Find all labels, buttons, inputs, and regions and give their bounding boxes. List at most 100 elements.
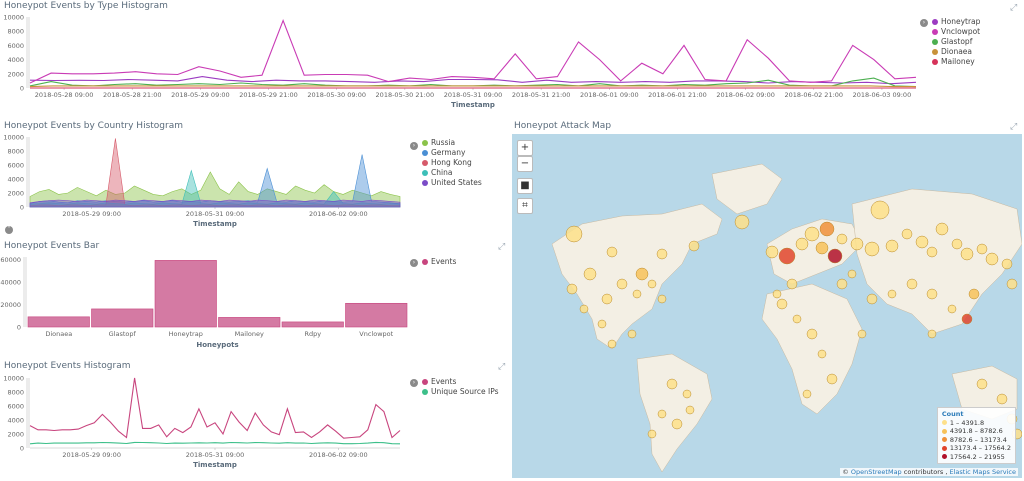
attack-bubble[interactable]	[906, 278, 918, 290]
attack-bubble[interactable]	[947, 304, 957, 314]
osm-link[interactable]: OpenStreetMap	[850, 468, 902, 476]
legend-item[interactable]: Germany	[422, 148, 482, 158]
attack-bubble[interactable]	[806, 328, 818, 340]
attack-bubble[interactable]	[901, 228, 913, 240]
attack-bubble[interactable]	[819, 221, 835, 237]
attack-bubble[interactable]	[887, 289, 897, 299]
attack-bubble[interactable]	[826, 373, 838, 385]
attack-bubble[interactable]	[804, 226, 820, 242]
legend-item[interactable]: Hong Kong	[422, 158, 482, 168]
bar[interactable]	[27, 316, 90, 328]
attack-bubble[interactable]	[817, 349, 827, 359]
attack-bubble[interactable]	[935, 222, 949, 236]
attack-bubble[interactable]	[850, 237, 864, 251]
draw-rectangle-button[interactable]: ■	[517, 178, 533, 194]
attack-bubble[interactable]	[772, 289, 782, 299]
attack-bubble[interactable]	[926, 246, 938, 258]
attack-bubble[interactable]	[836, 278, 848, 290]
attack-bubble[interactable]	[666, 378, 678, 390]
attack-bubble[interactable]	[802, 389, 812, 399]
expand-icon[interactable]: ⤢	[1010, 122, 1018, 132]
attack-bubble[interactable]	[792, 314, 802, 324]
attack-bubble[interactable]	[566, 283, 578, 295]
legend-item[interactable]: Unique Source IPs	[422, 387, 499, 397]
bar[interactable]	[91, 308, 154, 328]
expand-icon[interactable]: ⤢	[498, 242, 506, 252]
legend-item[interactable]: Mailoney	[932, 57, 980, 67]
attack-bubble[interactable]	[597, 319, 607, 329]
attack-bubble[interactable]	[1001, 258, 1013, 270]
legend-toggle-icon[interactable]: ›	[410, 379, 418, 387]
attack-bubble[interactable]	[688, 240, 700, 252]
zoom-out-button[interactable]: −	[517, 156, 533, 172]
attack-bubble[interactable]	[951, 238, 963, 250]
bar[interactable]	[281, 321, 344, 328]
attack-bubble[interactable]	[647, 429, 657, 439]
attack-bubble[interactable]	[583, 267, 597, 281]
attack-bubble[interactable]	[579, 304, 589, 314]
attack-bubble[interactable]	[607, 339, 617, 349]
attack-bubble[interactable]	[601, 293, 613, 305]
attack-bubble[interactable]	[827, 248, 843, 264]
attack-bubble[interactable]	[606, 246, 618, 258]
attack-bubble[interactable]	[996, 393, 1008, 405]
attack-bubble[interactable]	[927, 329, 937, 339]
legend-toggle-icon[interactable]: ›	[410, 142, 418, 150]
attack-bubble[interactable]	[857, 329, 867, 339]
attack-bubble[interactable]	[627, 329, 637, 339]
legend-item[interactable]: Glastopf	[932, 37, 980, 47]
legend-item[interactable]: Events	[422, 377, 499, 387]
zoom-in-button[interactable]: +	[517, 140, 533, 156]
attack-bubble[interactable]	[671, 418, 683, 430]
attack-bubble[interactable]	[985, 252, 999, 266]
legend-item[interactable]: China	[422, 168, 482, 178]
legend-item[interactable]: Vnclowpot	[932, 27, 980, 37]
attack-bubble[interactable]	[1006, 278, 1018, 290]
attack-bubble[interactable]	[647, 279, 657, 289]
attack-bubble[interactable]	[616, 278, 628, 290]
attack-bubble[interactable]	[682, 389, 692, 399]
attack-bubble[interactable]	[815, 241, 829, 255]
attack-bubble[interactable]	[734, 214, 750, 230]
bar[interactable]	[345, 302, 408, 328]
world-map[interactable]	[512, 134, 1022, 478]
attack-bubble[interactable]	[778, 247, 796, 265]
attack-bubble[interactable]	[976, 378, 988, 390]
attack-bubble[interactable]	[926, 288, 938, 300]
attack-bubble[interactable]	[968, 288, 980, 300]
attack-bubble[interactable]	[870, 200, 890, 220]
expand-icon[interactable]: ⤢	[1010, 3, 1018, 13]
ems-link[interactable]: Elastic Maps Service	[949, 468, 1016, 476]
attack-bubble[interactable]	[836, 233, 848, 245]
attack-bubble[interactable]	[866, 293, 878, 305]
bar[interactable]	[218, 317, 281, 328]
attack-bubble[interactable]	[635, 267, 649, 281]
legend-item[interactable]: United States	[422, 178, 482, 188]
attack-bubble[interactable]	[776, 298, 788, 310]
legend-item[interactable]: Dionaea	[932, 47, 980, 57]
collapse-icon[interactable]: ˄	[5, 226, 13, 234]
legend-item[interactable]: Honeytrap	[932, 17, 980, 27]
attack-bubble[interactable]	[847, 269, 857, 279]
attack-bubble[interactable]	[685, 405, 695, 415]
attack-bubble[interactable]	[657, 294, 667, 304]
fit-bounds-button[interactable]: ⌗	[517, 198, 533, 214]
bar[interactable]	[154, 260, 217, 328]
attack-bubble[interactable]	[795, 237, 809, 251]
attack-bubble[interactable]	[976, 243, 988, 255]
attack-bubble[interactable]	[765, 245, 779, 259]
legend-toggle-icon[interactable]: ›	[920, 19, 928, 27]
legend-toggle-icon[interactable]: ›	[410, 259, 418, 267]
attack-bubble[interactable]	[915, 235, 929, 249]
legend-item[interactable]: Events	[422, 257, 456, 267]
attack-bubble[interactable]	[961, 313, 973, 325]
legend-item[interactable]: Russia	[422, 138, 482, 148]
map-area[interactable]: + − ■ ⌗ Count 1 – 4391.8 4391.8 – 8782.6 8…	[512, 134, 1022, 478]
attack-bubble[interactable]	[632, 289, 642, 299]
attack-bubble[interactable]	[565, 225, 583, 243]
attack-bubble[interactable]	[864, 241, 880, 257]
attack-bubble[interactable]	[885, 239, 899, 253]
expand-icon[interactable]: ⤢	[498, 362, 506, 372]
attack-bubble[interactable]	[657, 409, 667, 419]
attack-bubble[interactable]	[656, 248, 668, 260]
